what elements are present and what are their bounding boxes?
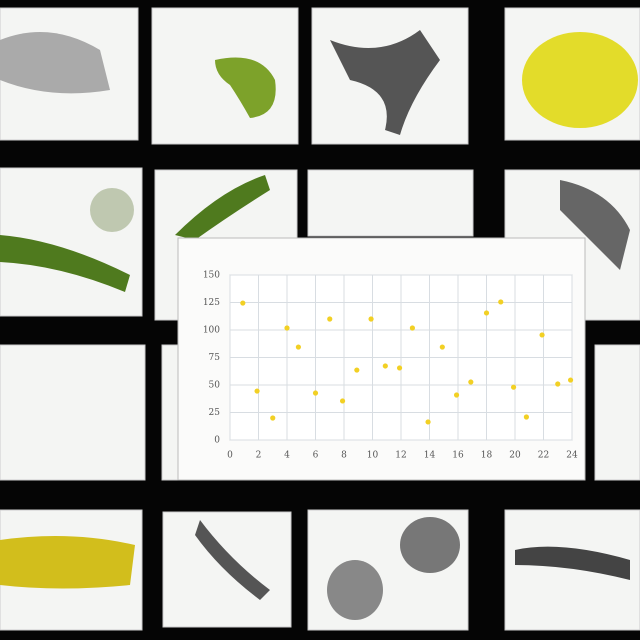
point	[409, 325, 415, 331]
y-tick-label: 150	[203, 271, 220, 281]
green-log	[0, 235, 130, 292]
y-tick-label: 125	[203, 298, 220, 308]
point	[539, 332, 545, 338]
point	[439, 344, 445, 350]
x-tick-label: 8	[341, 451, 347, 461]
panel	[0, 344, 146, 481]
x-tick-label: 16	[452, 451, 464, 461]
point	[567, 377, 574, 383]
y-tick-label: 0	[214, 436, 220, 446]
shell	[327, 560, 383, 620]
x-tick-label: 10	[367, 451, 379, 461]
fan	[0, 32, 110, 94]
x-tick-label: 14	[424, 451, 436, 461]
point	[339, 398, 346, 404]
point	[510, 384, 517, 390]
point	[254, 388, 260, 394]
x-tick-label: 18	[481, 451, 493, 461]
point	[327, 316, 333, 322]
point	[498, 299, 504, 305]
panel	[594, 344, 640, 481]
y-tick-label: 75	[209, 353, 221, 363]
x-tick-label: 2	[256, 451, 262, 461]
point	[270, 415, 276, 421]
point	[354, 367, 360, 373]
point	[453, 392, 460, 398]
point	[555, 381, 561, 387]
y-tick-label: 25	[209, 408, 221, 418]
illustrations	[0, 30, 638, 620]
x-tick-label: 4	[284, 451, 290, 461]
shell	[400, 517, 460, 573]
y-tick-label: 100	[203, 326, 220, 336]
point	[468, 379, 474, 385]
point	[240, 300, 246, 306]
point	[382, 363, 388, 369]
point	[483, 310, 490, 316]
x-tick-label: 22	[538, 451, 549, 461]
point	[312, 390, 319, 396]
green-log	[175, 175, 270, 240]
yellow-blob	[522, 32, 638, 128]
flower	[90, 188, 134, 232]
point	[396, 365, 403, 371]
point	[284, 325, 290, 331]
branch	[560, 180, 630, 270]
point	[425, 419, 431, 425]
x-tick-label: 0	[227, 451, 233, 461]
y-tick-label: 50	[209, 381, 221, 391]
yellow-blob	[0, 536, 135, 589]
x-tick-label: 12	[395, 451, 406, 461]
branch	[330, 30, 440, 135]
x-tick-label: 6	[313, 451, 319, 461]
point	[523, 414, 530, 420]
point	[295, 344, 301, 350]
branch	[195, 520, 270, 600]
panel	[307, 169, 474, 237]
green-slug	[215, 57, 276, 118]
x-tick-label: 24	[566, 451, 578, 461]
branch	[515, 546, 630, 580]
point	[368, 316, 374, 322]
x-tick-label: 20	[509, 451, 521, 461]
